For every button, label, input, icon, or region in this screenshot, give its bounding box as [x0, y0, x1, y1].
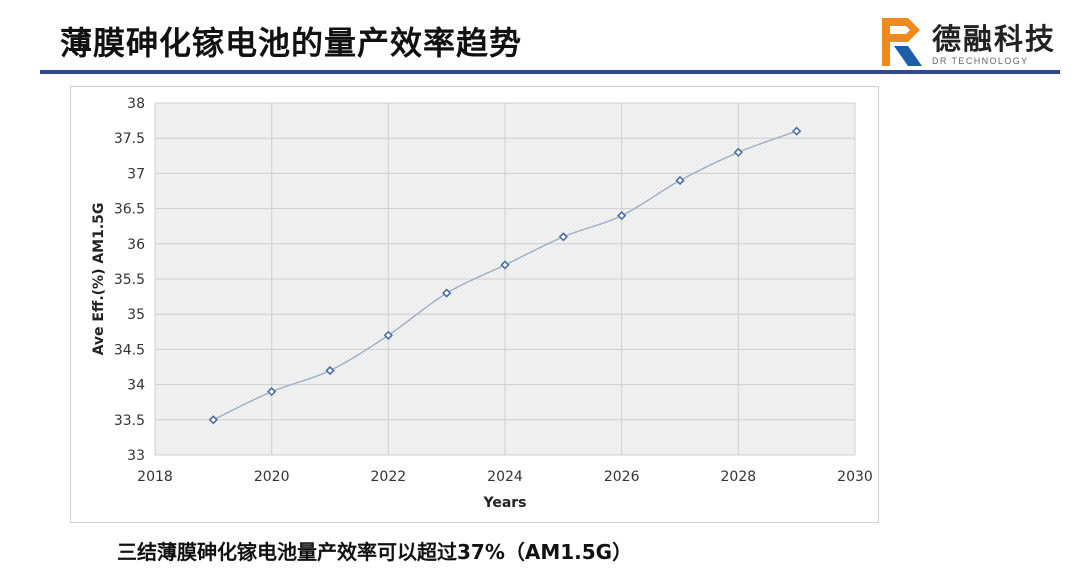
y-tick-label: 36.5: [114, 202, 145, 218]
data-point: [325, 365, 335, 376]
data-point: [383, 330, 393, 340]
company-logo: 德融科技 DR TECHNOLOGY: [878, 14, 1068, 70]
y-tick-label: 35: [127, 307, 145, 323]
y-tick-label: 33.5: [114, 413, 145, 429]
y-tick-label: 37.5: [114, 131, 145, 147]
data-point: [675, 175, 685, 186]
data-point: [442, 288, 452, 298]
logo-mark-icon: [882, 18, 922, 66]
x-tick-label: 2022: [371, 469, 407, 485]
y-tick-label: 34: [127, 378, 145, 394]
y-axis-title: Ave Eff.(%) AM1.5G: [91, 203, 107, 356]
data-point: [617, 211, 627, 221]
x-tick-label: 2026: [604, 469, 640, 485]
efficiency-chart: 33 33.5 34 34.5 35 35.5 36 36.5 37 37.5 38 2018 2020…: [91, 96, 873, 511]
y-tick-label: 38: [127, 96, 145, 112]
x-tick-label: 2028: [721, 469, 757, 485]
data-point: [733, 147, 743, 157]
y-tick-label: 34.5: [114, 342, 145, 358]
data-point: [558, 232, 568, 242]
x-tick-label: 2030: [837, 469, 873, 485]
data-point: [792, 126, 802, 136]
logo-name-cn: 德融科技: [932, 22, 1057, 56]
data-point: [208, 415, 218, 425]
y-tick-label: 36: [127, 237, 145, 253]
y-tick-label: 33: [127, 448, 145, 464]
title-divider: [40, 70, 1060, 74]
logo-name-en: DR TECHNOLOGY: [932, 56, 1029, 66]
y-tick-label: 37: [127, 166, 145, 182]
page-title: 薄膜砷化镓电池的量产效率趋势: [60, 24, 523, 62]
y-tick-label: 35.5: [114, 272, 145, 288]
x-tick-label: 2024: [487, 469, 523, 485]
x-tick-label: 2018: [137, 469, 173, 485]
data-point: [500, 260, 510, 270]
chart-container: 33 33.5 34 34.5 35 35.5 36 36.5 37 37.5 38 2018 2020…: [70, 86, 879, 523]
x-axis-title: Years: [482, 495, 526, 511]
x-tick-label: 2020: [254, 469, 290, 485]
chart-caption: 三结薄膜砷化镓电池量产效率可以超过37%（AM1.5G）: [117, 540, 633, 564]
data-point: [267, 387, 277, 397]
